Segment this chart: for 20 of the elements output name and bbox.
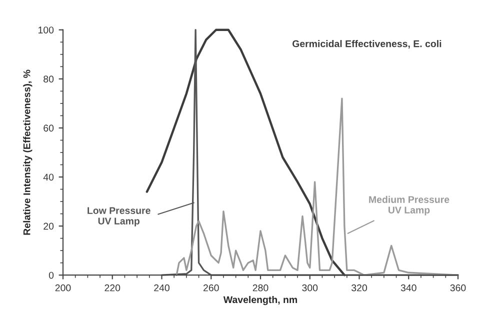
y-tick-label: 80 [44, 76, 54, 83]
y-tick-label: 20 [44, 222, 54, 230]
x-tick-label: 320 [352, 284, 367, 292]
y-axis-title: Relative Intensity (Effectiveness), % [23, 70, 32, 235]
x-tick-label: 280 [252, 284, 268, 292]
annotation: Low Pressure UV Lamp [88, 207, 150, 226]
x-tick-label: 360 [450, 284, 466, 292]
x-tick-label: 220 [104, 284, 120, 292]
x-tick-label: 300 [302, 284, 318, 292]
x-tick-label: 340 [400, 284, 416, 292]
x-tick-label: 260 [204, 284, 219, 292]
text: Germicidal Effectiveness, E. coli [292, 40, 442, 49]
x-axis-title: Wavelength, nm [223, 296, 297, 306]
y-tick-label: 60 [44, 124, 54, 132]
y-tick-label: 100 [38, 26, 54, 34]
x-tick-label: 200 [55, 284, 71, 292]
y-tick-label: 0 [48, 272, 54, 279]
annotation: Medium Pressure UV Lamp [369, 196, 450, 216]
x-tick-label: 240 [154, 284, 170, 292]
y-tick-label: 40 [43, 174, 54, 181]
